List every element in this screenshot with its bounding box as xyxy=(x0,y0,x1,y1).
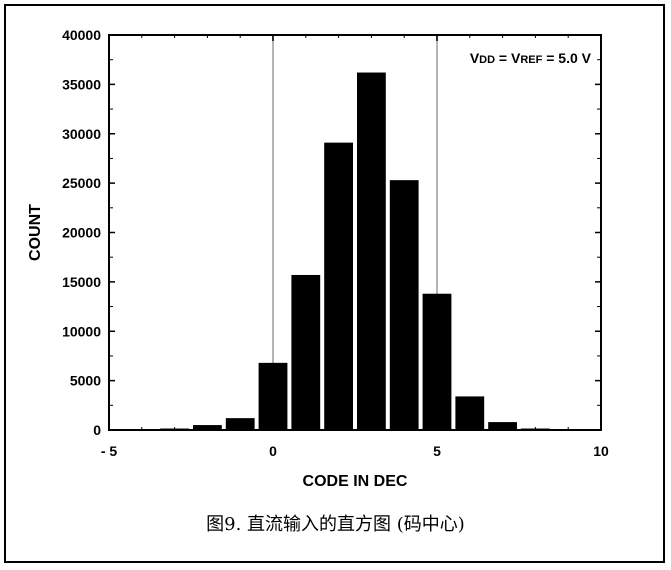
histogram-bar xyxy=(324,142,353,430)
tick-labels: 0 5000 10000 15000 20000 25000 30000 35000 40000… xyxy=(62,27,609,459)
x-axis-label: CODE IN DEC xyxy=(303,473,408,490)
histogram-bar xyxy=(488,422,517,430)
annotation-text: = V xyxy=(495,50,521,66)
annotation-text: V xyxy=(470,50,480,66)
plot-area-border xyxy=(108,34,602,431)
figure-frame xyxy=(4,4,665,563)
histogram-chart: 0 5000 10000 15000 20000 25000 30000 35000 40000… xyxy=(27,27,609,490)
histogram-bar xyxy=(389,180,419,430)
histogram-bar xyxy=(258,362,288,430)
x-tick-label: 0 xyxy=(269,443,277,459)
vdd-vref-annotation: VDD = VREF = 5.0 V xyxy=(470,50,592,66)
y-axis-label: COUNT xyxy=(27,204,44,261)
annotation-text: = 5.0 V xyxy=(542,50,591,66)
histogram-bar xyxy=(455,396,485,430)
y-tick-label: 30000 xyxy=(62,126,101,142)
y-tick-label: 0 xyxy=(93,422,101,438)
histogram-bar xyxy=(225,418,255,430)
y-tick-label: 15000 xyxy=(62,274,101,290)
annotation-subscript: DD xyxy=(479,54,495,66)
y-tick-label: 5000 xyxy=(70,373,101,389)
figure-caption: 图9. 直流输入的直方图 (码中心) xyxy=(206,514,465,535)
x-tick-label: 10 xyxy=(593,443,609,459)
histogram-bar xyxy=(422,293,452,430)
bars xyxy=(127,72,583,431)
tick-marks xyxy=(108,34,602,431)
y-tick-label: 35000 xyxy=(62,76,101,92)
annotation-subscript: REF xyxy=(520,54,542,66)
y-tick-label: 10000 xyxy=(62,323,101,339)
y-tick-label: 40000 xyxy=(62,27,101,43)
x-tick-label: 5 xyxy=(433,443,441,459)
x-tick-label: - 5 xyxy=(101,443,118,459)
y-tick-label: 20000 xyxy=(62,225,101,241)
histogram-bar xyxy=(357,72,386,431)
histogram-bar xyxy=(291,274,321,430)
y-tick-label: 25000 xyxy=(62,175,101,191)
